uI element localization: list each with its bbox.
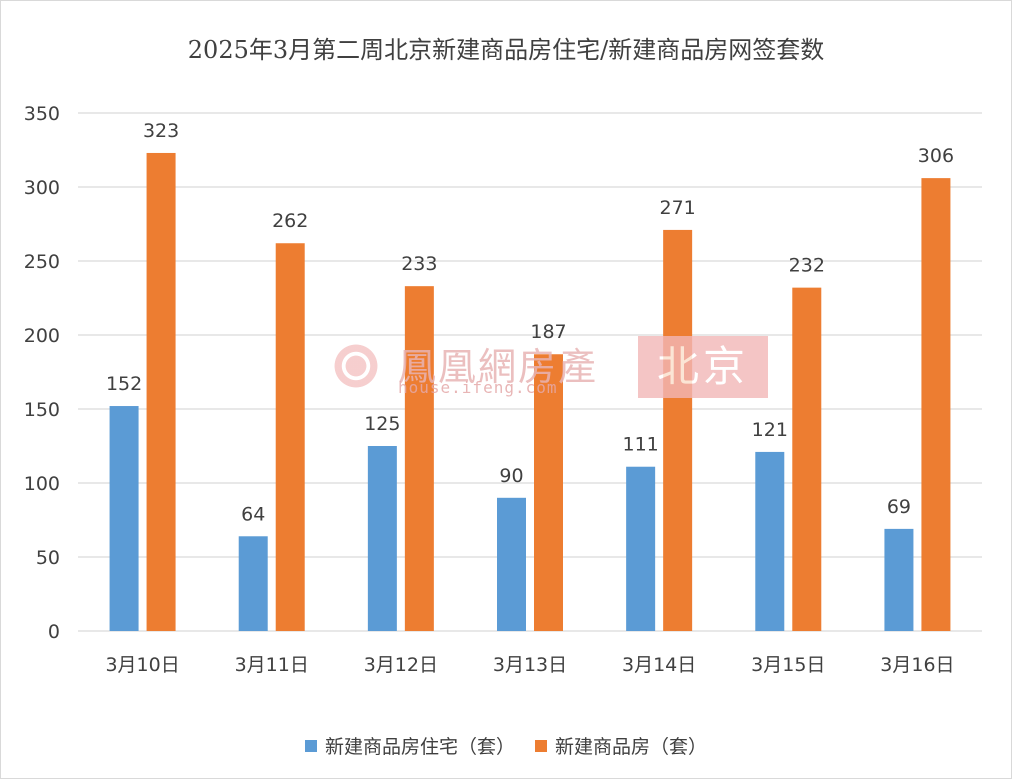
y-tick-label: 100 — [24, 473, 60, 495]
chart-title: 2025年3月第二周北京新建商品房住宅/新建商品房网签套数 — [187, 36, 825, 64]
legend: 新建商品房住宅（套） 新建商品房（套） — [0, 732, 1012, 759]
data-label: 125 — [364, 413, 400, 435]
x-tick-label: 3月14日 — [622, 654, 696, 676]
y-tick-label: 150 — [24, 399, 60, 421]
data-label: 90 — [499, 465, 523, 487]
x-tick-label: 3月12日 — [364, 654, 438, 676]
legend-label-all: 新建商品房（套） — [555, 736, 708, 758]
data-label: 111 — [623, 434, 659, 456]
bar-all — [921, 178, 951, 631]
data-label: 64 — [241, 503, 265, 525]
bar-residential — [884, 528, 914, 631]
data-label: 121 — [752, 419, 788, 441]
bar-residential — [755, 451, 785, 631]
bar-residential — [109, 406, 139, 631]
bar-all — [404, 286, 434, 631]
x-tick-label: 3月13日 — [493, 654, 567, 676]
bar-all — [146, 152, 176, 631]
bar-all — [663, 229, 693, 632]
bar-residential — [238, 536, 268, 631]
x-tick-label: 3月10日 — [105, 654, 179, 676]
data-label: 187 — [530, 321, 566, 343]
data-labels: 152 323 64 262 125 233 90 187 111 271 121 232 69 306 — [106, 120, 954, 525]
data-label: 232 — [789, 255, 825, 277]
y-tick-label: 0 — [48, 621, 60, 643]
data-label: 69 — [887, 496, 911, 518]
legend-label-residential: 新建商品房住宅（套） — [324, 736, 515, 758]
bar-all — [534, 354, 563, 631]
data-label: 271 — [660, 197, 696, 219]
legend-item-all: 新建商品房（套） — [535, 732, 707, 759]
legend-item-residential: 新建商品房住宅（套） — [304, 732, 515, 759]
x-tick-label: 3月11日 — [235, 654, 309, 676]
bar-all — [792, 287, 822, 631]
y-tick-label: 50 — [36, 547, 60, 569]
bar-all — [275, 243, 305, 632]
x-tick-label: 3月15日 — [751, 654, 825, 676]
legend-swatch-residential — [304, 739, 317, 752]
y-tick-label: 250 — [24, 251, 60, 273]
x-axis: 3月10日 3月11日 3月12日 3月13日 3月14日 3月15日 3月16日 — [105, 654, 954, 676]
legend-swatch-all — [535, 739, 547, 752]
y-axis: 0 50 100 150 200 250 300 350 — [24, 103, 60, 643]
y-tick-label: 300 — [24, 177, 60, 199]
data-label: 306 — [918, 145, 954, 167]
bar-residential — [497, 497, 526, 631]
x-tick-label: 3月16日 — [880, 654, 954, 676]
bars — [109, 152, 951, 632]
y-tick-label: 200 — [24, 325, 60, 347]
bar-residential — [626, 466, 656, 631]
data-label: 323 — [143, 120, 179, 142]
y-tick-label: 350 — [24, 103, 60, 125]
data-label: 233 — [401, 253, 437, 275]
grid-layer — [78, 112, 982, 632]
bar-residential — [367, 446, 397, 631]
data-label: 262 — [272, 210, 308, 232]
data-label: 152 — [106, 373, 142, 395]
